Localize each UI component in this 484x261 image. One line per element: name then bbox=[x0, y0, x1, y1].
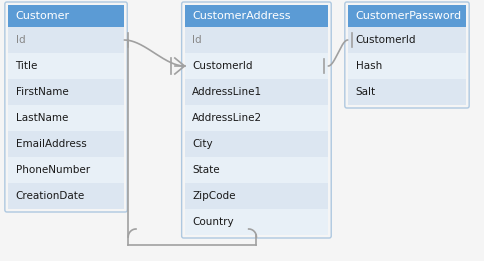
Bar bbox=[8, 79, 124, 105]
Text: Title: Title bbox=[15, 61, 38, 71]
Text: CustomerPassword: CustomerPassword bbox=[355, 11, 461, 21]
Text: FirstName: FirstName bbox=[15, 87, 68, 97]
Bar bbox=[347, 53, 465, 79]
Text: CustomerId: CustomerId bbox=[355, 35, 415, 45]
FancyBboxPatch shape bbox=[5, 2, 127, 212]
FancyBboxPatch shape bbox=[182, 2, 331, 238]
Text: Customer: Customer bbox=[15, 11, 70, 21]
Bar bbox=[184, 53, 328, 79]
Bar bbox=[8, 5, 124, 27]
Text: State: State bbox=[192, 165, 220, 175]
Bar bbox=[8, 53, 124, 79]
Text: EmailAddress: EmailAddress bbox=[15, 139, 86, 149]
Bar bbox=[347, 79, 465, 105]
Bar bbox=[184, 183, 328, 209]
Text: AddressLine2: AddressLine2 bbox=[192, 113, 262, 123]
Text: PhoneNumber: PhoneNumber bbox=[15, 165, 90, 175]
Bar bbox=[184, 209, 328, 235]
Text: CreationDate: CreationDate bbox=[15, 191, 85, 201]
Bar bbox=[184, 157, 328, 183]
Bar bbox=[347, 27, 465, 53]
Bar bbox=[8, 131, 124, 157]
Bar bbox=[184, 5, 328, 27]
FancyBboxPatch shape bbox=[344, 2, 468, 108]
Text: Hash: Hash bbox=[355, 61, 381, 71]
Bar bbox=[8, 105, 124, 131]
Bar bbox=[8, 27, 124, 53]
Text: CustomerId: CustomerId bbox=[192, 61, 252, 71]
Text: CustomerAddress: CustomerAddress bbox=[192, 11, 290, 21]
Text: Country: Country bbox=[192, 217, 233, 227]
Bar bbox=[184, 105, 328, 131]
Text: Id: Id bbox=[15, 35, 25, 45]
Text: ZipCode: ZipCode bbox=[192, 191, 235, 201]
Bar bbox=[8, 183, 124, 209]
Text: LastName: LastName bbox=[15, 113, 68, 123]
Bar bbox=[184, 79, 328, 105]
Bar bbox=[184, 131, 328, 157]
Bar bbox=[347, 5, 465, 27]
Bar bbox=[8, 157, 124, 183]
Text: AddressLine1: AddressLine1 bbox=[192, 87, 262, 97]
Text: Id: Id bbox=[192, 35, 201, 45]
Text: City: City bbox=[192, 139, 212, 149]
Bar bbox=[184, 27, 328, 53]
Text: Salt: Salt bbox=[355, 87, 375, 97]
